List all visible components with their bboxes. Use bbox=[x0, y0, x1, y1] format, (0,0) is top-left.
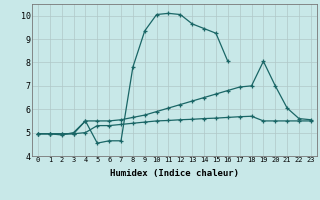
X-axis label: Humidex (Indice chaleur): Humidex (Indice chaleur) bbox=[110, 169, 239, 178]
